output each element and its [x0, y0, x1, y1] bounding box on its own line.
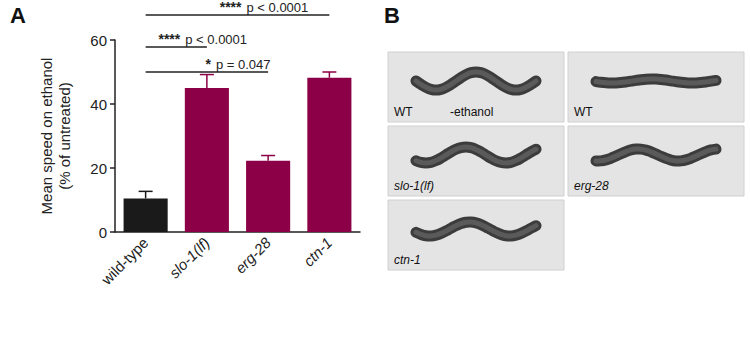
svg-text:-ethanol: -ethanol [450, 105, 493, 119]
svg-text:Mean speed on ethanol: Mean speed on ethanol [38, 58, 55, 215]
svg-text:A: A [10, 3, 26, 28]
svg-text:p < 0.0001: p < 0.0001 [247, 0, 309, 15]
svg-text:WT: WT [394, 105, 413, 119]
svg-text:slo-1(lf): slo-1(lf) [166, 234, 213, 281]
svg-text:(% of untreated): (% of untreated) [56, 82, 73, 190]
svg-text:p = 0.047: p = 0.047 [216, 57, 271, 72]
svg-text:ctn-1: ctn-1 [394, 253, 421, 267]
svg-text:wild-type: wild-type [97, 234, 152, 289]
svg-text:B: B [384, 3, 400, 28]
svg-text:20: 20 [90, 160, 107, 177]
svg-text:0: 0 [99, 224, 107, 241]
svg-text:p < 0.0001: p < 0.0001 [185, 32, 247, 47]
svg-text:****: **** [220, 0, 242, 15]
svg-text:erg-28: erg-28 [574, 179, 609, 193]
svg-text:erg-28: erg-28 [231, 234, 274, 277]
svg-text:****: **** [158, 31, 180, 47]
svg-text:WT: WT [574, 105, 593, 119]
svg-text:slo-1(lf): slo-1(lf) [394, 179, 434, 193]
svg-text:*: * [205, 56, 211, 72]
svg-text:40: 40 [90, 96, 107, 113]
svg-text:ctn-1: ctn-1 [300, 234, 336, 270]
svg-text:60: 60 [90, 32, 107, 49]
